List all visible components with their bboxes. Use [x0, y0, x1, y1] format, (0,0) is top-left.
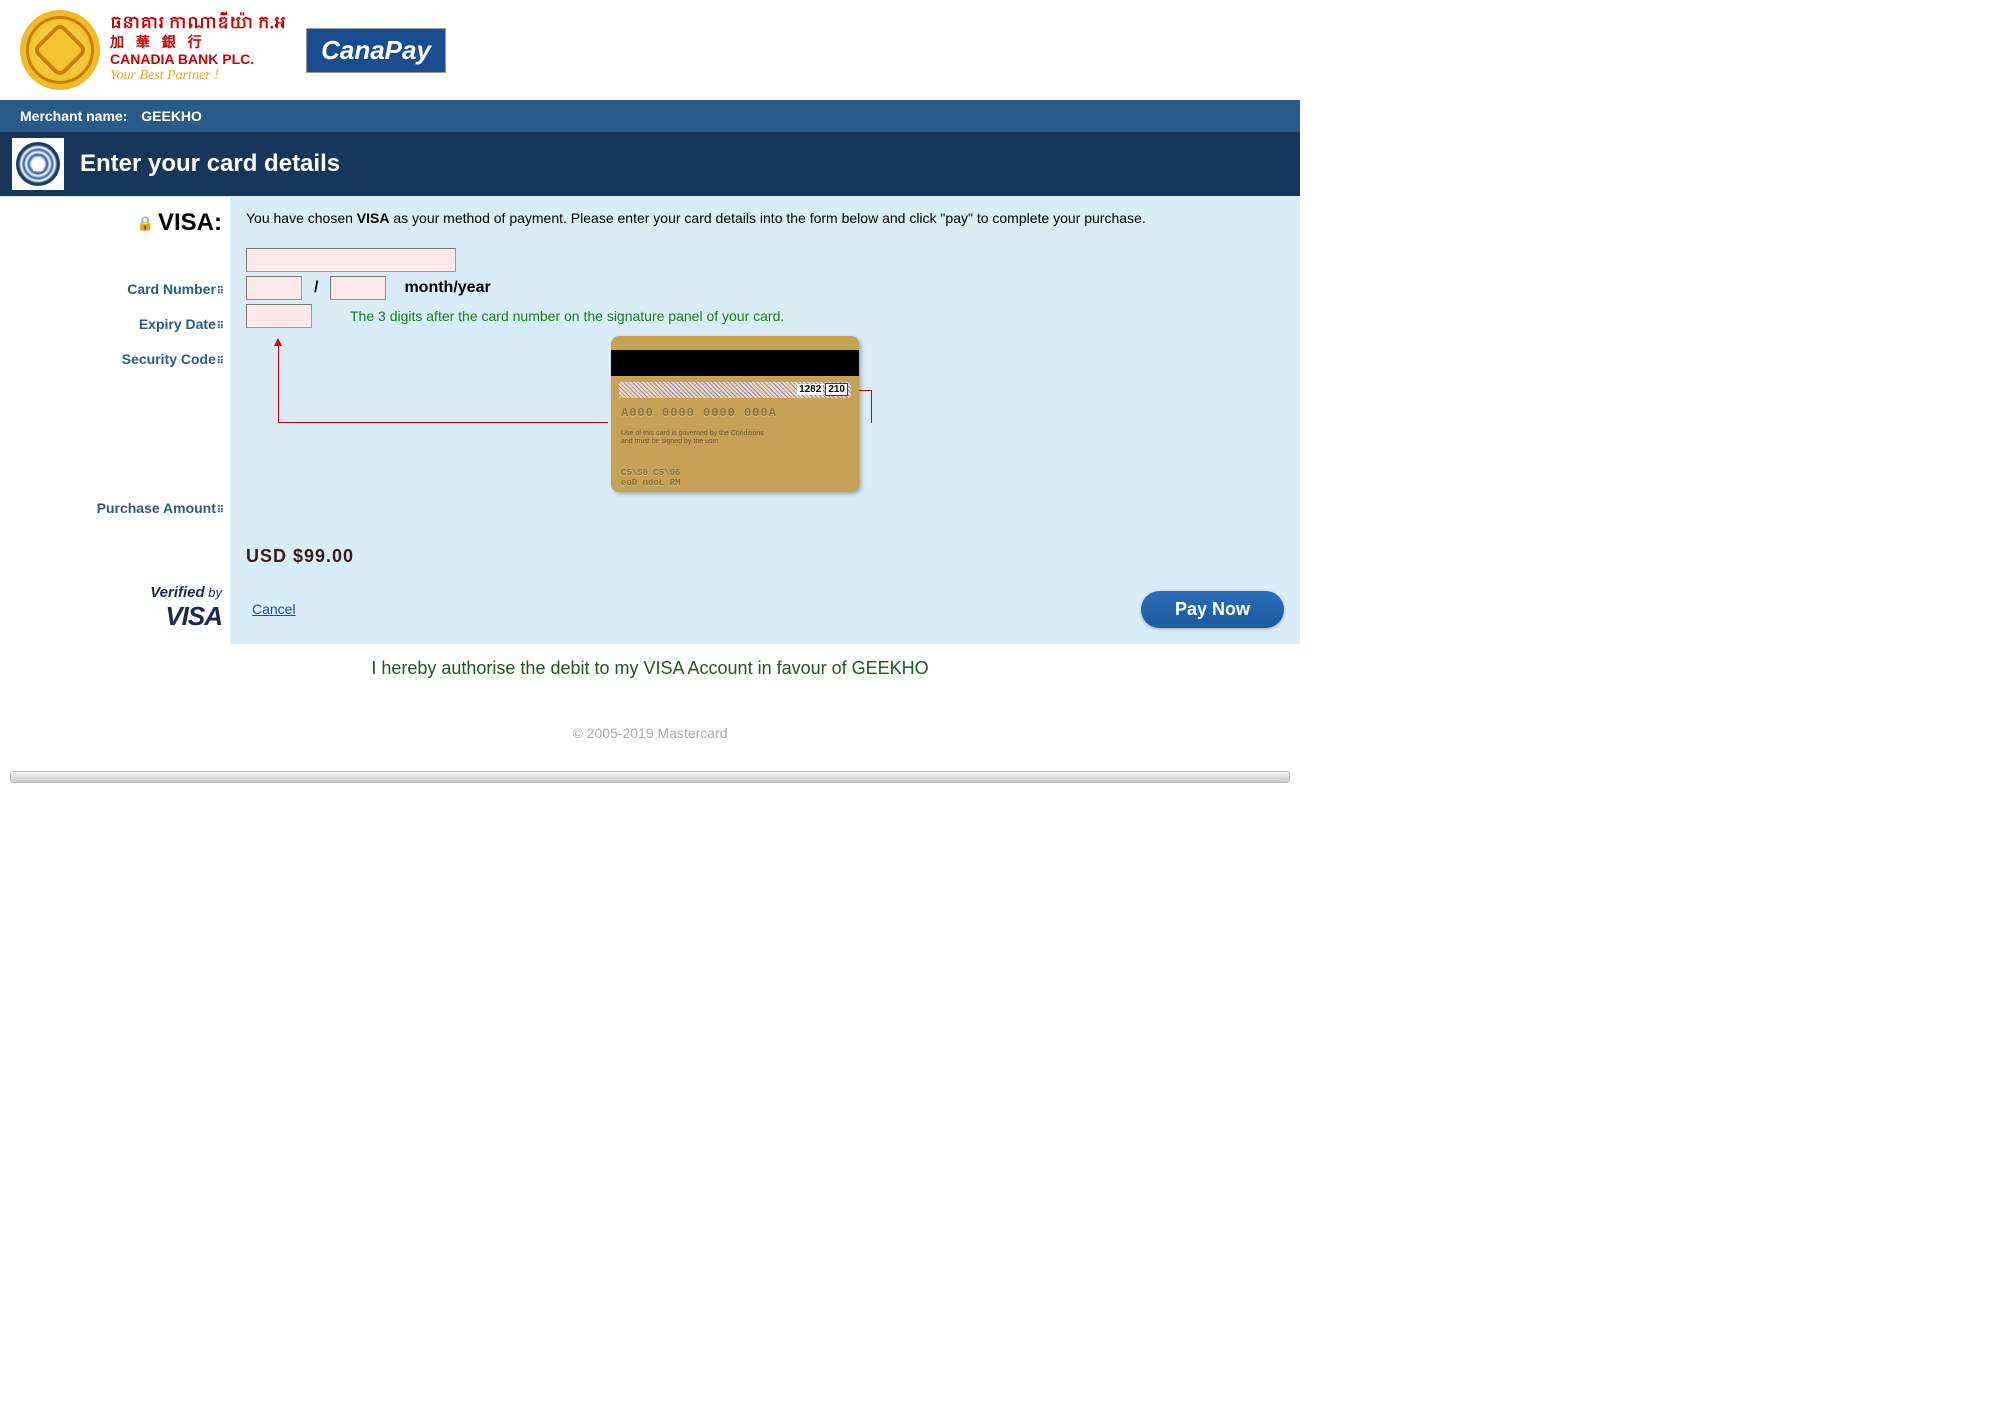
security-label: Security Code	[12, 351, 222, 378]
security-hint: The 3 digits after the card number on th…	[350, 308, 784, 324]
pay-now-button[interactable]: Pay Now	[1141, 591, 1284, 628]
card-diagram: 1282 210 A000 0000 0000 000A Use of this…	[246, 336, 866, 506]
card-number-input[interactable]	[246, 248, 456, 272]
cancel-link[interactable]: Cancel	[246, 601, 296, 617]
bank-khmer-text: ធនាគារ កាណាឌីយ៉ា ក.អ	[110, 15, 286, 34]
visa-label: VISA:	[158, 209, 222, 237]
expiry-hint: month/year	[404, 279, 490, 297]
expiry-month-input[interactable]	[246, 276, 302, 300]
expiry-year-input[interactable]	[330, 276, 386, 300]
security-code-input[interactable]	[246, 304, 312, 328]
purchase-label: Purchase Amount	[12, 500, 222, 516]
right-column: You have chosen VISA as your method of p…	[230, 197, 1300, 644]
left-column: 🔒 VISA: Card Number Expiry Date Security…	[0, 197, 230, 644]
intro-text: You have chosen VISA as your method of p…	[246, 209, 1284, 228]
bank-logo-block: ធនាគារ កាណាឌីយ៉ា ក.អ 加 華 銀 行 CANADIA BAN…	[20, 10, 286, 90]
title-bar: Enter your card details	[0, 132, 1300, 196]
bank-tagline: Your Best Partner !	[110, 68, 286, 85]
expiry-label: Expiry Date	[12, 316, 222, 343]
padlock-icon: 🔒	[137, 215, 154, 232]
bank-name: CANADIA BANK PLC.	[110, 51, 286, 68]
canapay-text: CanaPay	[321, 35, 431, 65]
content-area: 🔒 VISA: Card Number Expiry Date Security…	[0, 196, 1300, 644]
copyright-text: © 2005-2019 Mastercard	[0, 705, 1300, 771]
canapay-badge: CanaPay	[306, 28, 446, 73]
expiry-separator: /	[310, 279, 322, 297]
bottom-scrollbar[interactable]	[10, 771, 1290, 783]
bank-text: ធនាគារ កាណាឌីយ៉ា ក.អ 加 華 銀 行 CANADIA BAN…	[110, 15, 286, 85]
page-title: Enter your card details	[80, 150, 340, 178]
verified-by-visa-logo: Verified by VISA	[12, 584, 222, 632]
top-header: ធនាគារ កាណាឌីយ៉ា ក.អ 加 華 銀 行 CANADIA BAN…	[0, 0, 1300, 100]
card-back-icon: 1282 210 A000 0000 0000 000A Use of this…	[611, 336, 859, 492]
bank-coin-logo-icon	[20, 10, 100, 90]
card-number-label: Card Number	[12, 281, 222, 308]
authorise-text: I hereby authorise the debit to my VISA …	[0, 644, 1300, 705]
merchant-bar: Merchant name: GEEKHO	[0, 100, 1300, 132]
lock-circle-icon	[12, 138, 64, 190]
merchant-name: GEEKHO	[141, 108, 202, 124]
purchase-amount-value: USD $99.00	[246, 546, 1284, 567]
merchant-label: Merchant name:	[20, 108, 127, 124]
